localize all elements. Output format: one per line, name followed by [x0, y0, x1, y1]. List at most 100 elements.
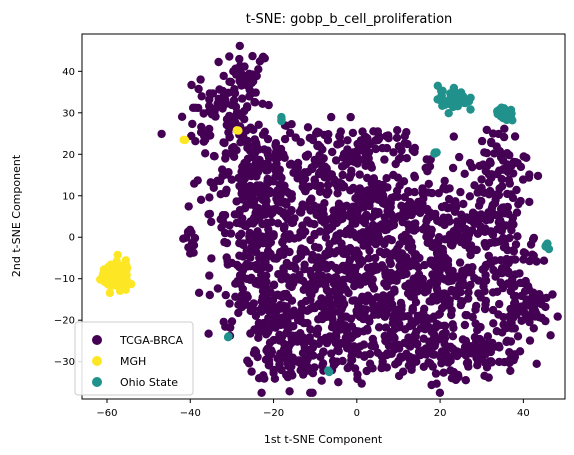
point-tcga-brca — [279, 224, 289, 233]
point-tcga-brca — [482, 148, 492, 158]
point-tcga-brca — [206, 178, 215, 187]
point-tcga-brca — [322, 312, 331, 321]
point-tcga-brca — [295, 207, 305, 216]
point-tcga-brca — [188, 119, 197, 129]
point-tcga-brca — [225, 299, 234, 308]
point-tcga-brca — [333, 189, 342, 198]
point-tcga-brca — [416, 324, 426, 333]
point-tcga-brca — [418, 189, 427, 198]
point-tcga-brca — [242, 138, 251, 147]
point-tcga-brca — [428, 296, 437, 306]
point-tcga-brca — [394, 212, 403, 221]
point-tcga-brca — [352, 246, 361, 255]
point-tcga-brca — [279, 264, 288, 273]
point-tcga-brca — [301, 186, 310, 196]
point-tcga-brca — [374, 323, 384, 332]
point-tcga-brca — [532, 359, 541, 368]
point-tcga-brca — [400, 338, 409, 348]
point-tcga-brca — [317, 211, 326, 220]
point-tcga-brca — [269, 231, 278, 241]
point-tcga-brca — [481, 166, 490, 176]
point-tcga-brca — [317, 271, 327, 280]
point-tcga-brca — [243, 182, 252, 192]
point-tcga-brca — [439, 213, 448, 222]
point-tcga-brca — [424, 234, 433, 243]
point-tcga-brca — [197, 92, 206, 101]
point-tcga-brca — [426, 256, 435, 265]
point-tcga-brca — [407, 260, 416, 269]
point-tcga-brca — [261, 282, 270, 291]
point-tcga-brca — [201, 149, 210, 158]
point-tcga-brca — [498, 283, 508, 293]
point-tcga-brca — [497, 182, 507, 191]
point-tcga-brca — [410, 187, 419, 197]
point-tcga-brca — [325, 332, 335, 341]
point-tcga-brca — [298, 221, 307, 230]
point-tcga-brca — [343, 136, 352, 145]
point-tcga-brca — [385, 203, 394, 212]
point-tcga-brca — [409, 354, 419, 363]
point-tcga-brca — [474, 201, 484, 210]
point-tcga-brca — [403, 201, 412, 211]
point-tcga-brca — [451, 348, 461, 357]
point-tcga-brca — [427, 188, 437, 198]
point-tcga-brca — [275, 180, 284, 189]
point-tcga-brca — [314, 203, 324, 212]
point-tcga-brca — [364, 314, 373, 323]
point-tcga-brca — [263, 174, 272, 183]
point-tcga-brca — [242, 200, 251, 209]
point-tcga-brca — [354, 188, 363, 197]
point-tcga-brca — [364, 269, 374, 279]
point-tcga-brca — [382, 350, 391, 360]
point-tcga-brca — [291, 133, 300, 142]
point-tcga-brca — [356, 280, 365, 289]
point-tcga-brca — [354, 195, 363, 205]
point-tcga-brca — [355, 232, 364, 241]
point-tcga-brca — [488, 305, 498, 315]
point-tcga-brca — [226, 229, 236, 238]
point-tcga-brca — [187, 80, 196, 90]
point-tcga-brca — [229, 142, 238, 152]
point-tcga-brca — [410, 171, 419, 180]
point-tcga-brca — [390, 247, 400, 257]
point-tcga-brca — [495, 299, 504, 309]
point-tcga-brca — [342, 201, 351, 210]
point-tcga-brca — [329, 307, 339, 317]
point-tcga-brca — [194, 84, 203, 94]
point-tcga-brca — [465, 192, 475, 201]
point-tcga-brca — [525, 197, 534, 207]
point-tcga-brca — [441, 345, 450, 355]
point-ohio-state — [447, 94, 457, 103]
point-tcga-brca — [500, 124, 509, 133]
point-mgh — [105, 288, 115, 298]
point-tcga-brca — [461, 336, 471, 346]
point-tcga-brca — [286, 368, 295, 377]
point-tcga-brca — [444, 358, 453, 367]
point-tcga-brca — [328, 147, 337, 157]
point-tcga-brca — [295, 358, 304, 367]
point-tcga-brca — [528, 304, 538, 313]
point-tcga-brca — [513, 332, 523, 341]
point-tcga-brca — [345, 361, 355, 370]
point-tcga-brca — [334, 300, 343, 309]
point-tcga-brca — [514, 200, 523, 209]
point-tcga-brca — [370, 223, 379, 232]
point-tcga-brca — [271, 306, 281, 315]
point-tcga-brca — [408, 305, 417, 315]
point-tcga-brca — [509, 247, 518, 256]
point-ohio-state — [498, 106, 507, 115]
point-tcga-brca — [490, 190, 500, 199]
point-tcga-brca — [455, 152, 464, 162]
point-tcga-brca — [440, 176, 449, 186]
point-tcga-brca — [329, 320, 338, 329]
point-ohio-state — [458, 95, 467, 105]
point-tcga-brca — [347, 166, 356, 175]
point-tcga-brca — [263, 159, 272, 168]
point-tcga-brca — [319, 303, 328, 313]
point-tcga-brca — [416, 208, 425, 218]
point-tcga-brca — [522, 153, 531, 162]
point-tcga-brca — [305, 347, 314, 356]
point-tcga-brca — [421, 285, 430, 295]
point-tcga-brca — [234, 173, 243, 183]
point-tcga-brca — [363, 195, 372, 204]
